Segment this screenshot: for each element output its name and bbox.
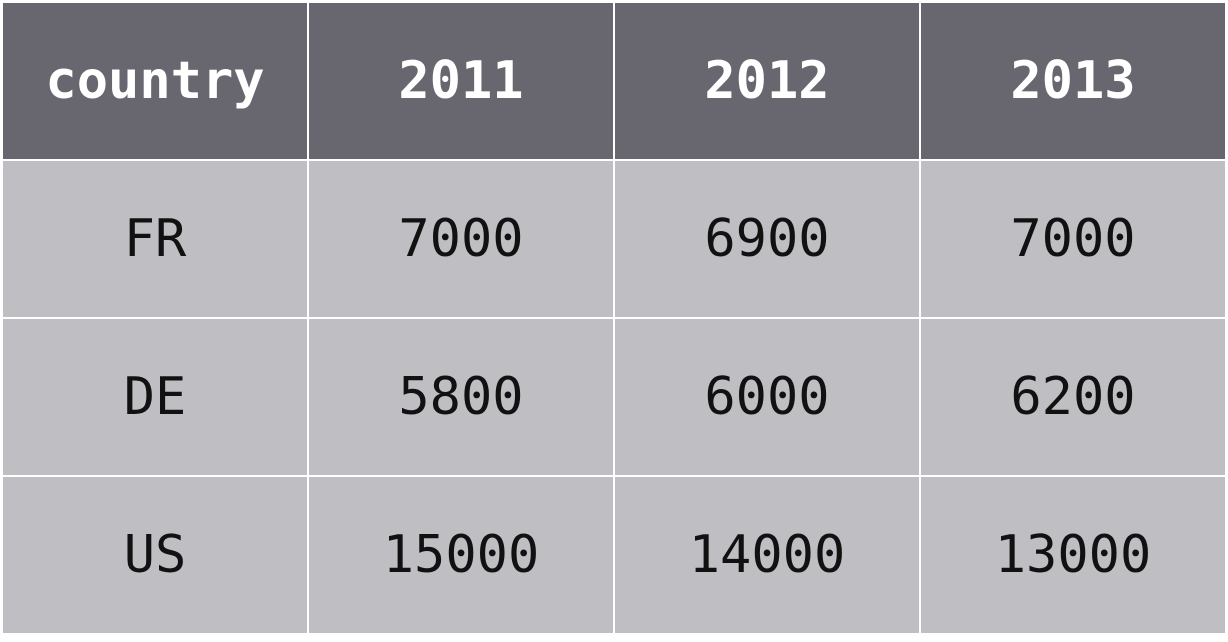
table-row-label: US — [3, 477, 307, 633]
table-cell: 14000 — [615, 477, 919, 633]
table-header-cell: 2013 — [921, 3, 1225, 159]
table-row-label: FR — [3, 161, 307, 317]
table-cell: 7000 — [921, 161, 1225, 317]
data-table: country 2011 2012 2013 FR 7000 6900 7000 DE 5800 6… — [3, 3, 1225, 639]
table-cell: 15000 — [309, 477, 613, 633]
table-cell: 7000 — [309, 161, 613, 317]
table-row-label: DE — [3, 319, 307, 475]
table-header-cell: country — [3, 3, 307, 159]
table-cell: 13000 — [921, 477, 1225, 633]
table-cell: 6200 — [921, 319, 1225, 475]
table-cell: 6000 — [615, 319, 919, 475]
table-header-cell: 2011 — [309, 3, 613, 159]
table-cell: 5800 — [309, 319, 613, 475]
table-cell: 6900 — [615, 161, 919, 317]
table-header-cell: 2012 — [615, 3, 919, 159]
